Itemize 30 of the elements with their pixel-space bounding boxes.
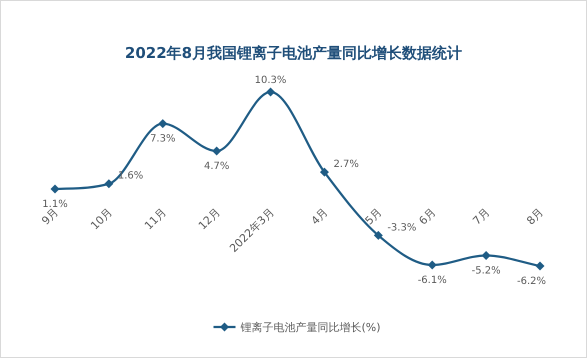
x-tick-label: 6月 <box>416 206 438 228</box>
x-tick-label: 5月 <box>362 206 384 228</box>
data-label: -6.2% <box>516 276 546 287</box>
x-tick-label: 10月 <box>88 206 116 232</box>
x-tick-label: 4月 <box>308 206 331 228</box>
point <box>158 119 168 128</box>
legend-label: 锂离子电池产量同比增长(%) <box>240 321 381 334</box>
point <box>212 146 222 156</box>
point <box>266 88 276 96</box>
data-label: 2.7% <box>333 159 359 170</box>
x-tick-label: 11月 <box>142 206 169 232</box>
data-label: 7.3% <box>150 134 176 145</box>
point <box>536 262 544 270</box>
data-label: 1.6% <box>118 170 144 182</box>
x-tick-label: 8月 <box>524 206 546 228</box>
x-tick-label: 9月 <box>39 206 62 228</box>
data-label: 4.7% <box>204 161 230 172</box>
point <box>50 184 60 194</box>
point <box>320 168 329 177</box>
data-label: -3.3% <box>387 222 416 234</box>
data-label: 10.3% <box>254 75 286 86</box>
x-tick-label: 12月 <box>196 206 223 232</box>
point <box>482 250 491 260</box>
data-label: -5.2% <box>472 265 501 276</box>
point <box>428 260 437 270</box>
chart-title: 2022年8月我国锂离子电池产量同比增长数据统计 <box>124 44 462 62</box>
x-tick-label: 7月 <box>470 206 492 228</box>
point <box>374 230 383 240</box>
point <box>104 179 114 188</box>
data-label: -6.1% <box>418 274 447 286</box>
